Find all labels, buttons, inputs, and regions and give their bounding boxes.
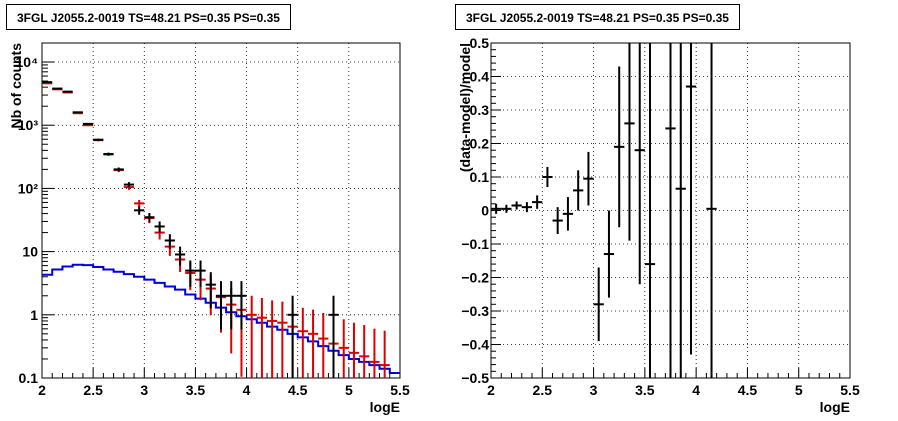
- y-tick-label: 0.5: [470, 35, 490, 51]
- y-tick-label: 10: [22, 244, 38, 260]
- x-tick-label: 3: [590, 382, 598, 398]
- x-tick-label: 2.5: [83, 382, 103, 398]
- y-tick-label: −0.2: [461, 270, 489, 286]
- residuals-plot-svg: 2 2.5 3 3.5 4 4.5 5 5.5 −0.5 −0.4 −0.3 −0.2 −0.1 0 0.1…: [457, 35, 860, 415]
- y-tick-label: 0.1: [470, 169, 490, 185]
- counts-plot-svg: 2 2.5 3 3.5 4 4.5 5 5.5 0.1 1 10 10² 10³ 10⁴ logE Nb of…: [8, 42, 410, 415]
- y-axis-label: Nb of counts: [8, 43, 24, 129]
- y-tick-label: 10³: [18, 117, 39, 133]
- x-tick-label: 3.5: [186, 382, 206, 398]
- y-tick-label: 10²: [18, 180, 39, 196]
- y-tick-label: −0.3: [461, 303, 489, 319]
- x-axis-label: logE: [820, 399, 850, 415]
- y-axis-label: (data-model)/model: [457, 43, 473, 172]
- x-tick-label: 5.5: [390, 382, 410, 398]
- y-tick-label: −0.5: [461, 370, 489, 386]
- x-tick-label: 4: [243, 382, 251, 398]
- x-tick-label: 2.5: [533, 382, 553, 398]
- x-tick-label: 4: [692, 382, 700, 398]
- x-axis-label: logE: [370, 399, 400, 415]
- x-tick-label: 4.5: [738, 382, 758, 398]
- residuals-plot-title: 3FGL J2055.2-0019 TS=48.21 PS=0.35 PS=0.…: [455, 4, 740, 30]
- plot-frame: [41, 42, 401, 379]
- x-tick-label: 5: [795, 382, 803, 398]
- y-tick-label: 0.3: [470, 102, 490, 118]
- x-tick-label: 5.5: [840, 382, 860, 398]
- y-tick-label: 1: [30, 307, 38, 323]
- y-tick-label: 0.2: [470, 136, 490, 152]
- counts-plot-title: 3FGL J2055.2-0019 TS=48.21 PS=0.35 PS=0.…: [6, 4, 291, 30]
- x-tick-label: 4.5: [288, 382, 308, 398]
- y-tick-label: −0.1: [461, 236, 489, 252]
- counts-plot-pad: 3FGL J2055.2-0019 TS=48.21 PS=0.35 PS=0.…: [6, 4, 410, 415]
- x-tick-label: 3.5: [635, 382, 655, 398]
- residuals-plot-pad: 3FGL J2055.2-0019 TS=48.21 PS=0.35 PS=0.…: [449, 0, 898, 421]
- x-tick-label: 2: [487, 382, 495, 398]
- y-tick-label: 0.4: [470, 69, 490, 85]
- y-tick-label: 0: [481, 203, 489, 219]
- y-tick-label: 0.1: [19, 370, 39, 386]
- y-tick-label: 10⁴: [16, 54, 39, 70]
- y-tick-label: −0.4: [461, 337, 489, 353]
- x-tick-label: 2: [38, 382, 46, 398]
- x-tick-label: 5: [345, 382, 353, 398]
- x-tick-label: 3: [140, 382, 148, 398]
